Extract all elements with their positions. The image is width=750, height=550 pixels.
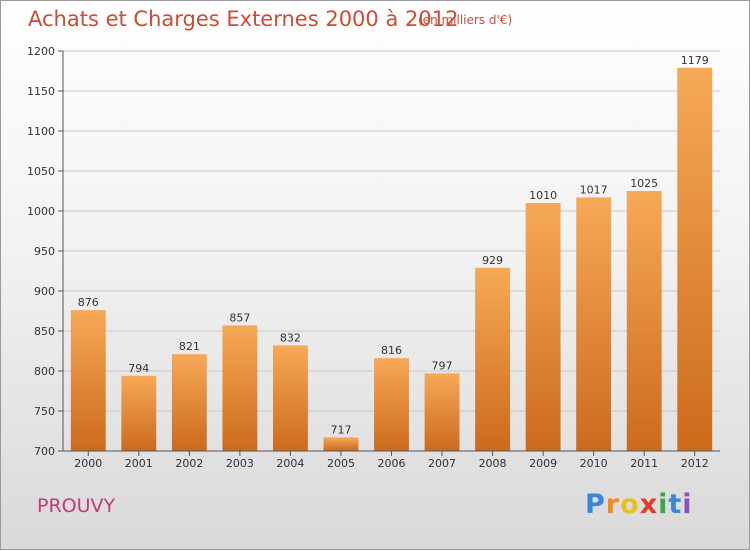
x-tick-label: 2005 [327,457,355,470]
y-tick-label: 1100 [27,125,55,138]
bar[interactable] [323,437,359,451]
proxiti-logo[interactable]: Proxiti [585,489,693,520]
data-label: 1179 [681,54,709,67]
logo-letter: P [585,489,606,520]
y-axis: 700 750 800 850 900 950 1000 1050 1100 1150 1200 [27,45,64,458]
x-tick-label: 2001 [125,457,153,470]
logo-letter: o [620,489,640,520]
bar[interactable] [525,203,561,451]
x-tick-label: 2007 [428,457,456,470]
bar[interactable] [222,325,258,451]
bar[interactable] [121,375,157,451]
bar[interactable] [475,267,511,451]
y-tick-label: 750 [34,405,55,418]
bar[interactable] [70,310,106,451]
bar[interactable] [171,354,207,451]
logo-letter: r [605,489,621,520]
y-tick-label: 700 [34,445,55,458]
bar[interactable] [677,67,713,452]
x-tick-label: 2000 [74,457,102,470]
bar[interactable] [374,358,409,451]
logo-letter: i [658,489,669,520]
bar[interactable] [424,373,460,451]
logo-letter: t [668,489,683,520]
y-tick-label: 1200 [27,45,55,58]
data-label: 797 [432,359,453,372]
x-tick-label: 2003 [226,457,254,470]
y-tick-label: 1050 [27,165,55,178]
x-tick-label: 2008 [479,457,507,470]
bar[interactable] [626,191,662,451]
data-label: 929 [482,254,503,267]
x-tick-label: 2012 [681,457,709,470]
data-label: 816 [381,344,402,357]
data-label: 1025 [630,177,658,190]
x-tick-label: 2010 [580,457,608,470]
x-tick-label: 2011 [630,457,658,470]
data-label: 1017 [580,183,608,196]
logo-letter: i [682,489,693,520]
chart-title: Achats et Charges Externes 2000 à 2012 [28,7,459,31]
bars: 876 794 821 857 832 717 816 797 929 1010 1017 1025 1… [70,54,713,452]
data-label: 857 [229,311,250,324]
x-tick-label: 2006 [378,457,406,470]
data-label: 794 [128,362,149,375]
commune-name: PROUVY [37,495,116,517]
y-tick-label: 1150 [27,85,55,98]
y-tick-label: 850 [34,325,55,338]
data-label: 821 [179,340,200,353]
y-tick-label: 950 [34,245,55,258]
bar[interactable] [576,197,612,451]
data-label: 717 [330,423,351,436]
chart-subtitle: (en milliers d'€) [418,13,513,27]
logo-letter: x [639,489,659,520]
data-label: 832 [280,331,301,344]
x-tick-label: 2009 [529,457,557,470]
data-label: 1010 [529,189,557,202]
x-tick-label: 2004 [276,457,304,470]
y-tick-label: 800 [34,365,55,378]
data-label: 876 [78,296,99,309]
y-tick-label: 900 [34,285,55,298]
y-tick-label: 1000 [27,205,55,218]
x-axis: 2000 2001 2002 2003 2004 2005 2006 2007 2008 2009… [63,450,720,470]
x-tick-label: 2002 [175,457,203,470]
bar[interactable] [272,345,308,451]
